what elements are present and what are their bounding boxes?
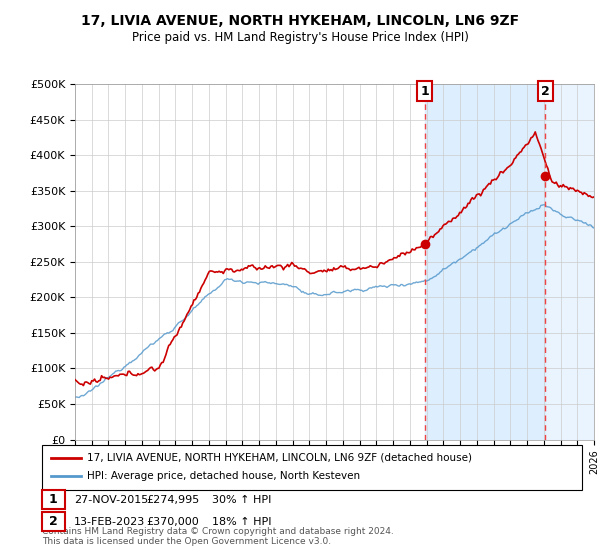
Text: Contains HM Land Registry data © Crown copyright and database right 2024.
This d: Contains HM Land Registry data © Crown c… <box>42 526 394 546</box>
Text: Price paid vs. HM Land Registry's House Price Index (HPI): Price paid vs. HM Land Registry's House … <box>131 31 469 44</box>
Text: 30% ↑ HPI: 30% ↑ HPI <box>212 494 271 505</box>
Bar <box>425 84 545 440</box>
Text: 1: 1 <box>421 85 429 97</box>
Bar <box>545 84 594 440</box>
Text: £370,000: £370,000 <box>146 517 199 527</box>
Text: 17, LIVIA AVENUE, NORTH HYKEHAM, LINCOLN, LN6 9ZF (detached house): 17, LIVIA AVENUE, NORTH HYKEHAM, LINCOLN… <box>87 452 472 463</box>
Text: 2: 2 <box>541 85 550 97</box>
Text: 1: 1 <box>49 493 58 506</box>
Text: 17, LIVIA AVENUE, NORTH HYKEHAM, LINCOLN, LN6 9ZF: 17, LIVIA AVENUE, NORTH HYKEHAM, LINCOLN… <box>81 14 519 28</box>
Text: 18% ↑ HPI: 18% ↑ HPI <box>212 517 271 527</box>
Text: HPI: Average price, detached house, North Kesteven: HPI: Average price, detached house, Nort… <box>87 471 360 481</box>
Text: 27-NOV-2015: 27-NOV-2015 <box>74 494 148 505</box>
Text: £274,995: £274,995 <box>146 494 199 505</box>
Text: 13-FEB-2023: 13-FEB-2023 <box>74 517 145 527</box>
Text: 2: 2 <box>49 515 58 529</box>
